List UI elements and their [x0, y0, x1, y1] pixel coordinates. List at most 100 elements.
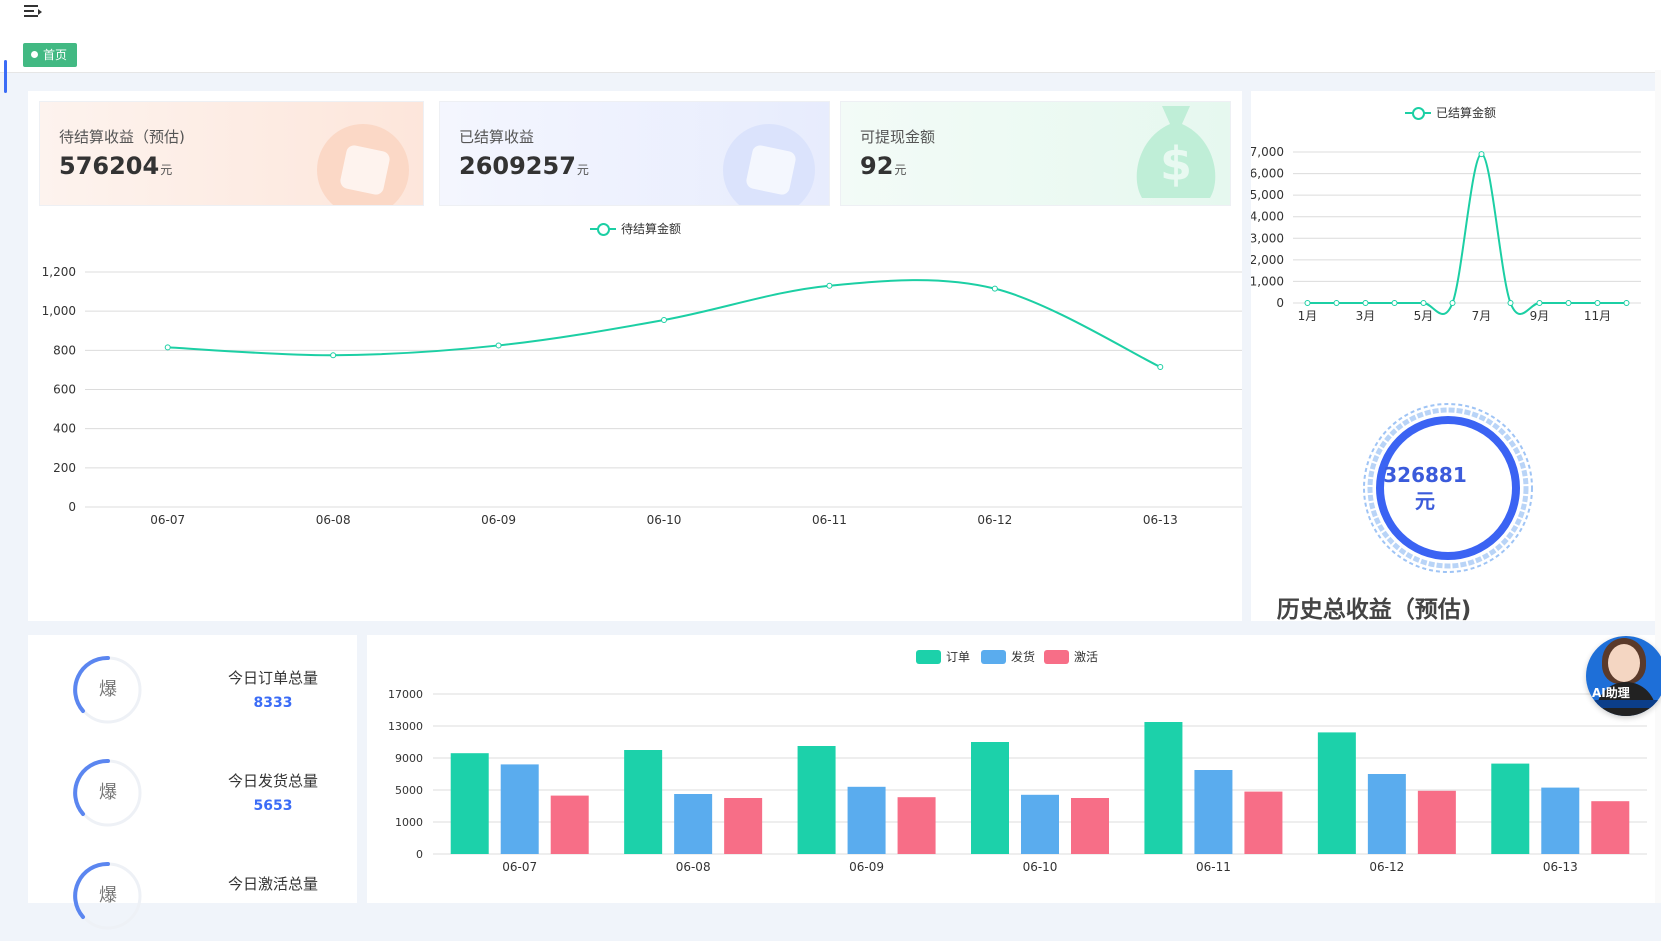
data-point [1565, 300, 1572, 306]
svg-text:$: $ [1160, 137, 1192, 191]
data-point [330, 352, 337, 359]
x-tick-label: 06-09 [481, 513, 516, 527]
data-point [1594, 300, 1601, 306]
x-tick-label: 06-13 [1143, 513, 1178, 527]
x-tick-label: 06-12 [1369, 860, 1404, 874]
daily-bar-chart: 0 1000 5000 9000 13000 17000 06-07 06-08 06-09 06… [388, 690, 1647, 874]
data-point [1478, 151, 1485, 158]
flame-progress-icon: 爆 [73, 758, 143, 828]
y-tick-label: 1,200 [42, 265, 76, 279]
history-card [1251, 91, 1655, 621]
menu-toggle-icon[interactable] [24, 5, 42, 19]
stat-withdrawable: 可提现金额 92元 $ [840, 101, 1231, 206]
today-stat-value: 5653 [253, 798, 293, 814]
data-point [1391, 300, 1398, 306]
y-tick-label: 17000 [388, 690, 423, 701]
legend-pending[interactable]: 待结算金额 [590, 220, 681, 237]
x-tick-label: 06-07 [502, 860, 537, 874]
data-point [1333, 300, 1340, 306]
legend-settled[interactable]: 已结算金额 [1405, 104, 1496, 121]
data-point [1449, 300, 1456, 306]
y-tick-label: 13000 [388, 720, 423, 733]
x-tick-label: 06-10 [647, 513, 682, 527]
top-bar: 首页 [0, 0, 1661, 73]
legend-activate[interactable]: 激活 [1044, 648, 1098, 665]
flame-progress-icon: 爆 [73, 655, 143, 725]
data-point [1420, 300, 1427, 306]
scrollbar[interactable] [1655, 70, 1661, 903]
stat-label: 可提现金额 [860, 128, 936, 146]
x-tick-label: 06-13 [1543, 860, 1578, 874]
x-tick-label: 06-08 [316, 513, 351, 527]
stat-label: 待结算收益（预估) [59, 128, 185, 146]
tab-home-label: 首页 [43, 48, 68, 62]
y-tick-label: 200 [53, 461, 76, 475]
y-tick-label: 9000 [395, 752, 423, 765]
stat-value: 92元 [860, 152, 907, 180]
series-line [1307, 153, 1627, 315]
y-tick-label: 0 [416, 848, 423, 861]
wallet-icon [317, 124, 409, 205]
ai-assistant-avatar[interactable]: AI助理 [1586, 636, 1661, 716]
active-dot-icon [31, 51, 38, 58]
y-tick-label: 4,000 [1251, 210, 1284, 224]
bar-order [797, 746, 836, 854]
bar-ship [1367, 774, 1406, 854]
settled-amount-line-chart: 0 1,000 2,000 3,000 4,000 5,000 6,000 7,000 1月 3月… [1251, 145, 1641, 323]
today-stat-item: 爆 今日激活总量 [73, 861, 333, 941]
tab-home[interactable]: 首页 [23, 43, 78, 67]
bar-ship [847, 786, 886, 854]
bar-ship [1194, 770, 1233, 854]
wallet-icon [723, 124, 815, 205]
bar-activate [1417, 790, 1456, 854]
x-tick-label: 06-07 [150, 513, 185, 527]
x-tick-label: 5月 [1414, 309, 1434, 323]
y-tick-label: 400 [53, 422, 76, 436]
bar-activate [550, 795, 589, 854]
today-stat-label: 今日订单总量 [227, 669, 318, 687]
bar-activate [1591, 801, 1630, 854]
sidebar-indicator [4, 60, 7, 93]
history-total-title: 历史总收益（预估) [1276, 597, 1472, 623]
today-card [28, 635, 357, 903]
flame-progress-icon: 爆 [73, 861, 143, 931]
data-point [1362, 300, 1369, 306]
x-tick-label: 9月 [1530, 309, 1550, 323]
y-tick-label: 800 [53, 343, 76, 357]
bar-order [1144, 722, 1183, 854]
bar-order [624, 750, 663, 854]
y-tick-label: 1,000 [1251, 274, 1284, 288]
x-tick-label: 11月 [1584, 309, 1611, 323]
data-point [1536, 300, 1543, 306]
y-tick-label: 1000 [395, 816, 423, 829]
bar-activate [1244, 791, 1283, 854]
x-tick-label: 06-11 [812, 513, 847, 527]
data-point [661, 316, 667, 323]
x-tick-label: 3月 [1356, 309, 1376, 323]
y-tick-label: 2,000 [1251, 253, 1284, 267]
data-point [991, 285, 998, 292]
legend-ship[interactable]: 发货 [981, 648, 1035, 665]
x-tick-label: 06-11 [1196, 860, 1231, 874]
x-tick-label: 06-12 [977, 513, 1012, 527]
bar-activate [724, 798, 763, 854]
y-tick-label: 0 [68, 500, 76, 514]
bar-order [1317, 732, 1356, 854]
data-point [1304, 300, 1311, 306]
pending-amount-line-chart: 0 200 400 600 800 1,000 1,200 06-07 06-08 06-09 06… [42, 265, 1242, 527]
x-tick-label: 06-10 [1023, 860, 1058, 874]
data-point [1507, 300, 1514, 306]
data-point [495, 342, 502, 349]
today-stat-item: 爆 今日订单总量 8333 [73, 655, 333, 735]
bar-ship [674, 794, 713, 854]
data-point [1623, 300, 1630, 306]
history-ring [1363, 403, 1533, 573]
y-tick-label: 600 [53, 383, 76, 397]
legend-order[interactable]: 订单 [916, 648, 970, 665]
y-tick-label: 5,000 [1251, 188, 1284, 202]
stat-pending-earnings: 待结算收益（预估) 576204元 [39, 101, 424, 206]
y-tick-label: 0 [1276, 296, 1284, 310]
bar-ship [500, 764, 539, 854]
bar-order [1491, 763, 1530, 854]
money-bag-icon: $ [1136, 106, 1216, 198]
